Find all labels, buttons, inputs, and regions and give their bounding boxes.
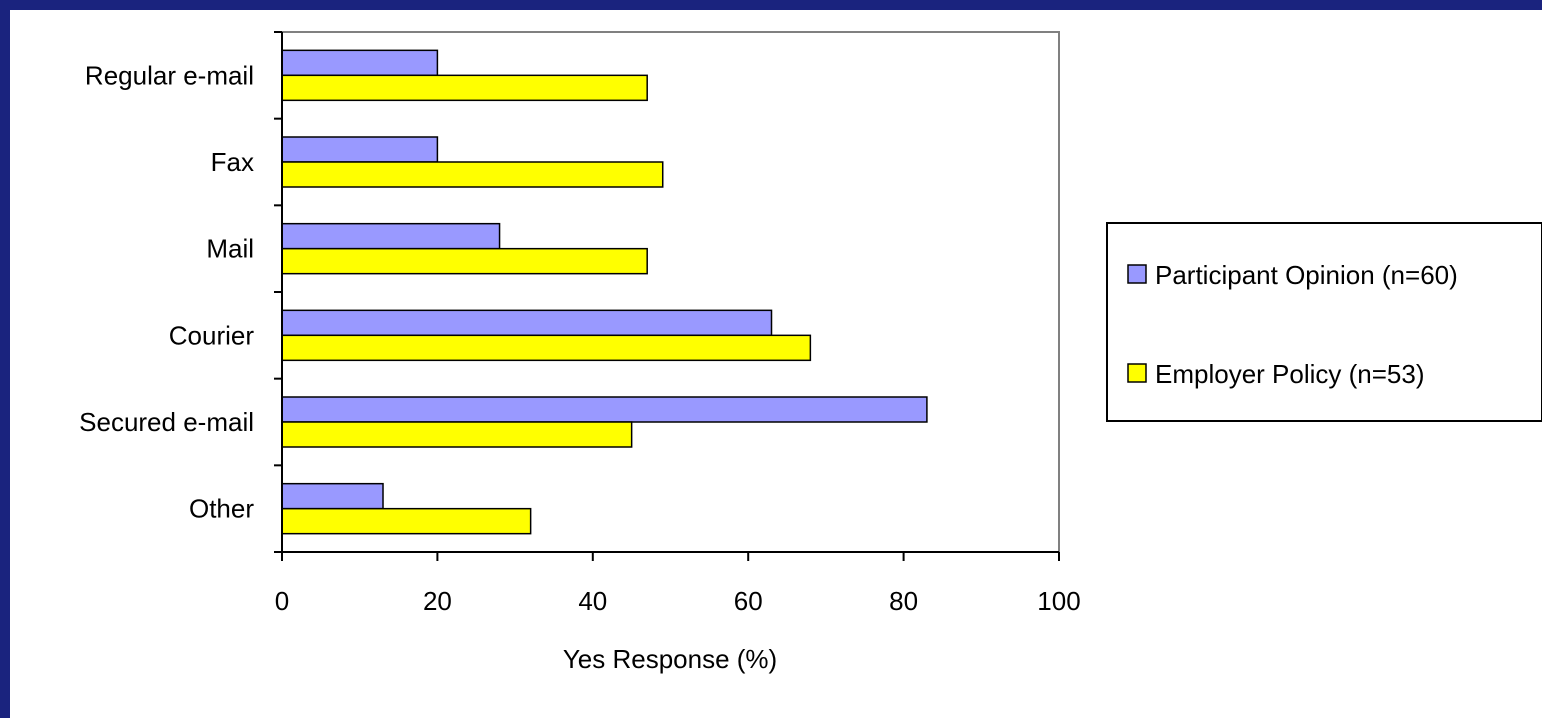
bars-group — [281, 49, 928, 535]
category-label-secured-e-mail: Secured e-mail — [79, 407, 254, 437]
x-tick-label-40: 40 — [578, 586, 607, 616]
category-labels: Regular e-mail Fax Mail Courier Secured e-ma… — [79, 60, 254, 523]
bar-other-participant-opinion — [281, 482, 384, 510]
category-label-regular-e-mail: Regular e-mail — [85, 60, 254, 90]
x-tick-label-0: 0 — [275, 586, 289, 616]
x-axis-ticks — [281, 552, 1060, 561]
bar-courier-participant-opinion — [281, 309, 773, 337]
bar-fax-participant-opinion — [281, 136, 439, 163]
plot-area — [281, 31, 1060, 553]
bar-mail-participant-opinion — [281, 222, 501, 250]
x-axis-title: Yes Response (%) — [563, 644, 777, 674]
y-axis-ticks — [274, 31, 282, 553]
slide-frame: Regular e-mail Fax Mail Courier Secured e-ma… — [10, 10, 1542, 718]
bar-secured-e-mail-participant-opinion — [281, 396, 928, 423]
x-tick-labels: 0 20 40 60 80 100 — [275, 586, 1081, 616]
bar-regular-e-mail-employer-policy — [281, 74, 648, 102]
category-label-courier: Courier — [169, 320, 255, 350]
category-label-other: Other — [189, 494, 254, 524]
bar-mail-employer-policy — [281, 247, 648, 275]
bar-courier-employer-policy — [281, 334, 812, 362]
category-label-mail: Mail — [206, 234, 254, 264]
x-tick-label-20: 20 — [423, 586, 452, 616]
x-tick-label-80: 80 — [889, 586, 918, 616]
bar-chart: Regular e-mail Fax Mail Courier Secured e-ma… — [79, 31, 1542, 674]
legend-box — [1106, 222, 1542, 422]
legend-swatch-participant-opinion — [1127, 264, 1147, 284]
legend: Participant Opinion (n=60) Employer Poli… — [1106, 222, 1542, 422]
bar-fax-employer-policy — [281, 161, 664, 188]
legend-swatch-employer-policy — [1127, 363, 1147, 383]
category-label-fax: Fax — [211, 147, 254, 177]
bar-secured-e-mail-employer-policy — [281, 421, 633, 448]
x-tick-label-60: 60 — [734, 586, 763, 616]
legend-label-employer-policy: Employer Policy (n=53) — [1155, 359, 1425, 389]
legend-label-participant-opinion: Participant Opinion (n=60) — [1155, 260, 1458, 290]
x-tick-label-100: 100 — [1037, 586, 1080, 616]
bar-regular-e-mail-participant-opinion — [281, 49, 439, 77]
bar-other-employer-policy — [281, 507, 532, 535]
